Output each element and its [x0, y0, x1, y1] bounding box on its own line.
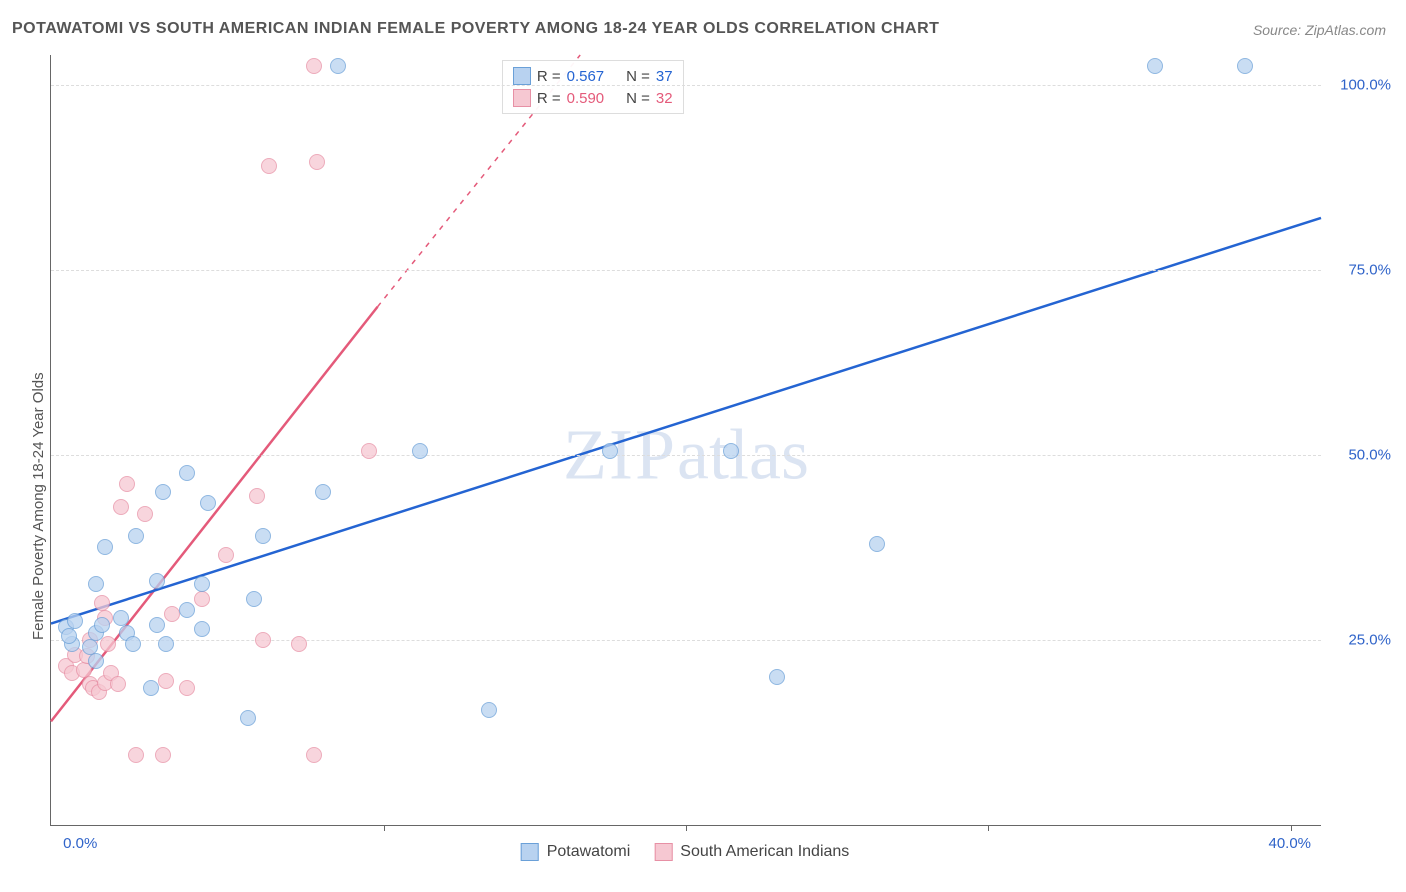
scatter-point-a	[723, 443, 739, 459]
scatter-point-a	[246, 591, 262, 607]
gridline	[51, 455, 1321, 456]
scatter-point-a	[869, 536, 885, 552]
ytick-label: 50.0%	[1331, 446, 1391, 463]
scatter-point-b	[218, 547, 234, 563]
r-value-a: 0.567	[567, 68, 605, 85]
gridline	[51, 640, 1321, 641]
source-label: Source: ZipAtlas.com	[1253, 22, 1386, 38]
scatter-point-a	[194, 621, 210, 637]
xtick-mark	[1291, 825, 1292, 831]
scatter-point-b	[309, 154, 325, 170]
scatter-point-a	[602, 443, 618, 459]
scatter-point-b	[158, 673, 174, 689]
swatch-b-icon	[654, 843, 672, 861]
xtick-label: 0.0%	[63, 835, 97, 852]
scatter-point-a	[143, 680, 159, 696]
plot-area: ZIPatlas R = 0.567 N = 37 R = 0.590 N = …	[50, 55, 1321, 826]
xtick-mark	[384, 825, 385, 831]
r-value-b: 0.590	[567, 90, 605, 107]
scatter-point-a	[769, 669, 785, 685]
chart-title: POTAWATOMI VS SOUTH AMERICAN INDIAN FEMA…	[12, 20, 939, 38]
scatter-point-b	[119, 476, 135, 492]
stats-row-b: R = 0.590 N = 32	[513, 87, 673, 109]
scatter-point-a	[330, 58, 346, 74]
scatter-point-a	[125, 636, 141, 652]
scatter-point-a	[1237, 58, 1253, 74]
scatter-point-a	[61, 628, 77, 644]
scatter-point-a	[88, 576, 104, 592]
scatter-point-b	[100, 636, 116, 652]
scatter-point-a	[67, 613, 83, 629]
ytick-label: 25.0%	[1331, 631, 1391, 648]
gridline	[51, 85, 1321, 86]
scatter-point-b	[155, 747, 171, 763]
swatch-a	[513, 67, 531, 85]
scatter-point-a	[97, 539, 113, 555]
n-value-a: 37	[656, 68, 673, 85]
scatter-point-b	[110, 676, 126, 692]
scatter-point-b	[137, 506, 153, 522]
xtick-mark	[988, 825, 989, 831]
scatter-point-b	[291, 636, 307, 652]
scatter-point-b	[194, 591, 210, 607]
swatch-b	[513, 89, 531, 107]
scatter-point-a	[194, 576, 210, 592]
bottom-legend: Potawatomi South American Indians	[521, 843, 850, 861]
scatter-point-b	[249, 488, 265, 504]
legend-label-b: South American Indians	[680, 843, 849, 861]
n-label: N =	[626, 68, 650, 85]
n-value-b: 32	[656, 90, 673, 107]
scatter-point-a	[1147, 58, 1163, 74]
scatter-point-a	[128, 528, 144, 544]
gridline	[51, 270, 1321, 271]
scatter-point-a	[88, 653, 104, 669]
legend-item-a: Potawatomi	[521, 843, 631, 861]
r-label: R =	[537, 90, 561, 107]
scatter-point-a	[200, 495, 216, 511]
stats-box: R = 0.567 N = 37 R = 0.590 N = 32	[502, 60, 684, 114]
scatter-point-a	[481, 702, 497, 718]
scatter-point-b	[113, 499, 129, 515]
trend-lines	[51, 55, 1321, 825]
scatter-point-a	[155, 484, 171, 500]
swatch-a-icon	[521, 843, 539, 861]
scatter-point-a	[412, 443, 428, 459]
scatter-point-a	[179, 602, 195, 618]
scatter-point-b	[164, 606, 180, 622]
scatter-point-a	[149, 617, 165, 633]
scatter-point-b	[94, 595, 110, 611]
n-label: N =	[626, 90, 650, 107]
scatter-point-b	[306, 58, 322, 74]
scatter-point-a	[94, 617, 110, 633]
scatter-point-a	[149, 573, 165, 589]
scatter-point-a	[240, 710, 256, 726]
scatter-point-b	[255, 632, 271, 648]
ytick-label: 100.0%	[1331, 76, 1391, 93]
scatter-point-a	[315, 484, 331, 500]
scatter-point-b	[361, 443, 377, 459]
y-axis-label: Female Poverty Among 18-24 Year Olds	[30, 372, 47, 640]
scatter-point-b	[261, 158, 277, 174]
xtick-label: 40.0%	[1268, 835, 1311, 852]
scatter-point-b	[128, 747, 144, 763]
legend-item-b: South American Indians	[654, 843, 849, 861]
scatter-point-a	[255, 528, 271, 544]
trend-line	[51, 218, 1321, 624]
scatter-point-a	[179, 465, 195, 481]
ytick-label: 75.0%	[1331, 261, 1391, 278]
scatter-point-a	[158, 636, 174, 652]
xtick-mark	[686, 825, 687, 831]
scatter-point-a	[113, 610, 129, 626]
scatter-point-b	[179, 680, 195, 696]
legend-label-a: Potawatomi	[547, 843, 631, 861]
r-label: R =	[537, 68, 561, 85]
scatter-point-b	[306, 747, 322, 763]
